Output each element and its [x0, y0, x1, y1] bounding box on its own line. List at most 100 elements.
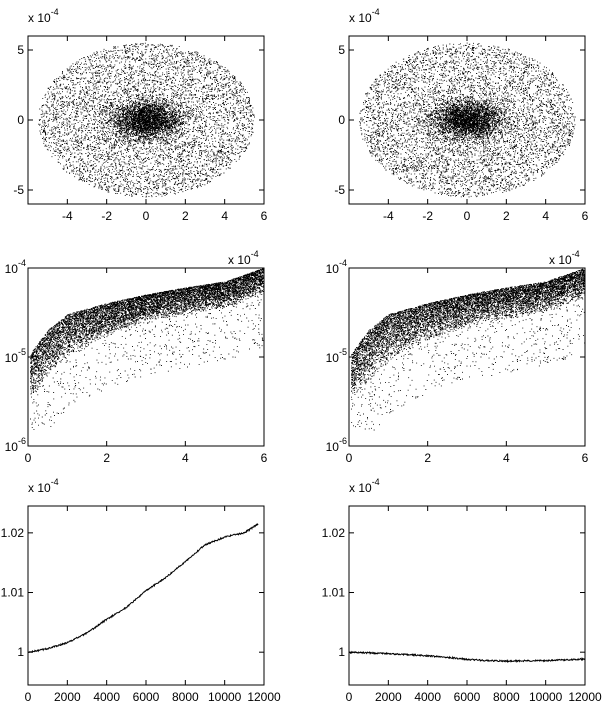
scatter-point: [154, 114, 157, 117]
y-tick-label: 1: [17, 645, 24, 659]
scatter-point: [513, 145, 516, 148]
scatter-point: [473, 123, 476, 126]
panel-row1-right: -4 -2 0 2 4 6 -5 0 5 x 10-4: [334, 7, 588, 223]
panel-row2-right: 0 2 4 6 10-6 10-5 10-4 x 10-4: [326, 249, 589, 465]
x-tick-label: 8000: [493, 690, 520, 704]
scatter-point: [568, 134, 571, 137]
scatter-points: [351, 268, 585, 431]
panel-row2-left: 0 2 4 6 10-6 10-5 10-4 x 10-4: [5, 249, 268, 465]
x-tick-label: -4: [62, 209, 73, 223]
scatter-point: [219, 149, 222, 152]
x-tick-label: 10000: [208, 690, 242, 704]
y-tick-label: 1.02: [1, 526, 25, 540]
scatter-point: [145, 119, 147, 121]
x-tick-label: 4000: [414, 690, 441, 704]
x-tick-label: 4: [221, 209, 228, 223]
scatter-point: [434, 131, 437, 134]
plot-area: [349, 650, 585, 664]
scatter-point: [115, 133, 118, 135]
y-tick-label: 0: [17, 113, 24, 127]
scatter-point: [194, 93, 197, 96]
axes-frame: [348, 505, 586, 686]
x-tick-label: -4: [383, 209, 394, 223]
x-tick-label: 2: [503, 209, 510, 223]
x-tick-label: 8000: [172, 690, 199, 704]
x-tick-label: 4: [503, 451, 510, 465]
plot-area: [351, 268, 585, 431]
x-tick-label: 0: [25, 690, 32, 704]
scatter-point: [452, 112, 455, 114]
y-tick-label: 1.02: [322, 526, 346, 540]
x-tick-label: 0: [25, 451, 32, 465]
y-tick-label: -5: [334, 183, 345, 197]
y-exponent-label: x 10-4: [28, 7, 59, 25]
x-tick-label: 0: [143, 209, 150, 223]
x-tick-label: -2: [101, 209, 112, 223]
x-tick-label: 4: [542, 209, 549, 223]
scatter-point: [365, 106, 368, 109]
scatter-point: [458, 191, 461, 194]
y-tick-label: 5: [17, 43, 24, 57]
scatter-point: [472, 47, 474, 50]
y-tick-label: 1.01: [322, 586, 346, 600]
scatter-point: [387, 144, 390, 147]
x-exponent-label: x 10-4: [549, 249, 580, 267]
axes-frame: [27, 505, 265, 686]
x-tick-label: 0: [346, 451, 353, 465]
series-line: [349, 650, 585, 664]
scatter-point: [239, 112, 242, 114]
series-line: [28, 522, 259, 654]
x-tick-label: 4: [182, 451, 189, 465]
plot-area: [30, 268, 264, 430]
y-tick-label: 10-4: [5, 258, 26, 276]
scatter-point: [168, 127, 171, 130]
x-tick-label: 10000: [529, 690, 563, 704]
x-tick-label: 4000: [93, 690, 120, 704]
y-tick-label: 1.01: [1, 586, 25, 600]
y-tick-label: 1: [338, 645, 345, 659]
x-tick-label: 2: [103, 451, 110, 465]
x-tick-label: -2: [422, 209, 433, 223]
y-exponent-label: x 10-4: [349, 477, 380, 495]
y-tick-label: 10-4: [326, 258, 347, 276]
scatter-point: [485, 107, 488, 110]
y-tick-label: 10-5: [326, 347, 347, 365]
y-tick-label: 5: [338, 43, 345, 57]
x-tick-label: 2000: [54, 690, 81, 704]
x-tick-label: 2000: [375, 690, 402, 704]
scatter-point: [249, 105, 252, 107]
y-tick-label: 10-5: [5, 347, 26, 365]
panel-row3-right: 0 2000 4000 6000 8000 10000 12000 1 1.01 1.02 x 10…: [322, 477, 602, 704]
x-tick-label: 2: [424, 451, 431, 465]
y-tick-label: 10-6: [326, 436, 347, 454]
scatter-point: [42, 130, 45, 133]
plot-area: [28, 522, 259, 654]
scatter-point: [86, 91, 88, 93]
scatter-point: [411, 88, 413, 91]
scatter-point: [62, 140, 65, 142]
x-tick-label: 6: [261, 451, 268, 465]
x-tick-label: 12000: [247, 690, 281, 704]
scatter-points: [30, 268, 264, 430]
y-exponent-label: x 10-4: [349, 7, 380, 25]
x-tick-label: 2: [182, 209, 189, 223]
x-tick-label: 6000: [133, 690, 160, 704]
y-tick-label: -5: [13, 183, 24, 197]
x-tick-label: 6: [582, 451, 589, 465]
panel-row1-left: -4 -2 0 2 4 6 -5 0 5 x 10-4: [13, 7, 267, 223]
y-exponent-label: x 10-4: [28, 477, 59, 495]
scatter-point: [154, 46, 157, 49]
scatter-point: [466, 119, 468, 121]
x-tick-label: 0: [464, 209, 471, 223]
x-tick-label: 6: [582, 209, 589, 223]
y-tick-label: 0: [338, 113, 345, 127]
scatter-points: [38, 42, 255, 198]
y-tick-label: 10-6: [5, 436, 26, 454]
panel-row3-left: 0 2000 4000 6000 8000 10000 12000 1 1.01 1.02 x 10…: [1, 477, 281, 704]
scatter-point: [536, 85, 539, 88]
x-exponent-label: x 10-4: [228, 249, 259, 267]
scatter-point: [129, 113, 132, 116]
plot-area: [38, 42, 255, 198]
x-tick-label: 12000: [568, 690, 602, 704]
